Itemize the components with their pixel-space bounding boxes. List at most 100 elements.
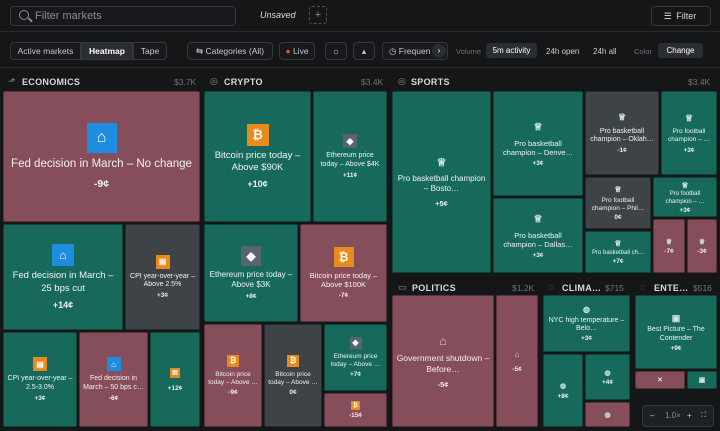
section-sports[interactable]: SPORTS [411, 77, 450, 87]
market-title: Pro football champion – … [665, 191, 705, 205]
trophy-icon: ♕ [684, 112, 694, 123]
market-tile[interactable]: ♕ Pro football champion – Phil… 0¢ [585, 177, 651, 229]
market-tile[interactable]: ▣ [687, 371, 717, 389]
market-tile[interactable]: ◆ Ethereum price today – Above $4K +11¢ [313, 91, 387, 222]
market-title: Pro basketball champion – Dallas… [503, 230, 573, 249]
market-change: +3¢ [532, 159, 544, 167]
market-change: -7¢ [338, 292, 349, 299]
market-tile[interactable]: ▤ CPI year-over-year – Above 2.5% +3¢ [125, 224, 200, 330]
section-crypto[interactable]: CRYPTO [224, 77, 263, 87]
filter-button[interactable]: ☰ Filter [651, 6, 711, 26]
chart-icon[interactable]: ▴ [353, 42, 375, 60]
market-tile[interactable]: ▣ Best Picture – The Contender +9¢ [635, 295, 717, 369]
market-tile[interactable]: ₿ -15¢ [324, 393, 387, 427]
market-tile[interactable]: ⌂ Fed decision in March – 50 bps c… -6¢ [79, 332, 148, 427]
market-tile[interactable]: ▤ +12¢ [150, 332, 200, 427]
volume-label: Volume [456, 47, 482, 56]
market-change: +9¢ [670, 344, 682, 352]
market-change: +3¢ [34, 394, 46, 402]
unsaved-tab[interactable]: Unsaved [260, 10, 296, 20]
market-title: Government shutdown – Before… [396, 352, 490, 374]
market-tile[interactable]: ♕ -7¢ [653, 219, 685, 273]
toolbar [0, 34, 720, 68]
market-tile[interactable]: ⌂ Fed decision in March – 25 bps cut +14… [3, 224, 123, 330]
coin-icon: ◎ [210, 76, 218, 86]
market-change: +4¢ [601, 379, 614, 386]
search-input[interactable] [35, 9, 230, 23]
live-toggle[interactable]: ● Live [279, 42, 315, 60]
market-change: -7¢ [664, 248, 674, 255]
market-tile[interactable]: ✕ [635, 371, 685, 389]
film-icon: ▣ [698, 377, 706, 384]
market-tile[interactable]: ♕ Pro football champion – … +3¢ [661, 91, 717, 175]
market-change: -5¢ [512, 366, 522, 373]
bitcoin-icon: ₿ [246, 123, 269, 146]
add-tab-button[interactable]: + [309, 6, 327, 24]
zoom-out-button[interactable]: – [650, 411, 655, 420]
tab-tape[interactable]: Tape [133, 42, 167, 60]
color-change-button[interactable]: Change [658, 43, 703, 58]
market-tile[interactable]: ⌂ Fed decision in March – No change -9¢ [3, 91, 200, 222]
market-change: -9¢ [93, 178, 110, 191]
market-tile[interactable]: ₿ Bitcoin price today – Above $100K -7¢ [300, 224, 387, 322]
volume-tab-5m[interactable]: 5m activity [486, 43, 537, 58]
market-title: Pro football champion – Phil… [591, 196, 645, 212]
volume-tab-24h-open[interactable]: 24h open [546, 47, 580, 56]
market-tile[interactable]: ♕ Pro basketball ch… +7¢ [585, 231, 651, 273]
market-change: +8¢ [557, 392, 569, 400]
market-tile[interactable]: ◍ [585, 402, 630, 427]
cpi-icon: ▤ [33, 357, 47, 372]
market-tile[interactable]: ◆ Ethereum price today – Above … +7¢ [324, 324, 387, 391]
ethereum-icon: ◆ [349, 336, 362, 349]
market-tile[interactable]: ⌂ -5¢ [496, 295, 538, 427]
section-economics[interactable]: ECONOMICS [22, 77, 81, 87]
market-title: Fed decision in March – No change [11, 157, 192, 170]
bitcoin-icon: ₿ [287, 354, 299, 367]
market-tile[interactable]: ♕ Pro basketball champion – Dallas… +3¢ [493, 198, 583, 273]
search-icon [19, 10, 29, 20]
categories-dropdown[interactable]: ⇆ Categories (All) [187, 42, 273, 60]
market-tile[interactable]: ⌂ Government shutdown – Before… -5¢ [392, 295, 494, 427]
thermometer-icon: ◍ [604, 411, 611, 419]
tab-heatmap[interactable]: Heatmap [81, 42, 133, 60]
search-box[interactable] [10, 6, 236, 26]
volume-tab-24h-all[interactable]: 24h all [593, 47, 617, 56]
market-tile[interactable]: ◍ +4¢ [585, 354, 630, 400]
zoom-in-button[interactable]: + [687, 411, 692, 420]
bitcoin-icon: ₿ [333, 247, 354, 267]
market-tile[interactable]: ₿ Bitcoin price today – Above $90K +10¢ [204, 91, 311, 222]
market-tile[interactable]: ₿ Bitcoin price today – Above … -9¢ [204, 324, 262, 427]
light-icon[interactable]: ☼ [325, 42, 347, 60]
market-change: +7¢ [612, 258, 624, 266]
market-tile[interactable]: ◍ +8¢ [543, 354, 583, 427]
filter-icon: ☰ [663, 11, 672, 21]
market-title: Bitcoin price today – Above … [268, 370, 318, 386]
section-politics[interactable]: POLITICS [412, 283, 456, 293]
thermometer-icon: ◍ [583, 305, 590, 315]
market-tile[interactable]: ♕ Pro football champion – … +3¢ [653, 177, 717, 217]
market-tile[interactable]: ♕ Pro basketball champion – Denve… +3¢ [493, 91, 583, 196]
market-tile[interactable]: ♕ -3¢ [687, 219, 717, 273]
tab-active-markets[interactable]: Active markets [10, 42, 81, 60]
market-title: CPI year-over-year – Above 2.5% [130, 272, 195, 288]
section-entertainment[interactable]: ENTE… [654, 283, 689, 293]
section-climate[interactable]: CLIMA… [562, 283, 602, 293]
market-change: -9¢ [228, 389, 238, 397]
cpi-icon: ▤ [170, 367, 180, 378]
fullscreen-icon[interactable]: ⛶ [701, 412, 706, 419]
chevron-right-icon[interactable]: › [432, 44, 446, 58]
market-change: +11¢ [342, 171, 358, 179]
market-tile[interactable]: ◆ Ethereum price today – Above $3K +8¢ [204, 224, 298, 322]
market-tile[interactable]: ▤ CPI year-over-year – 2.5-3.0% +3¢ [3, 332, 77, 427]
sports-icon: ◎ [398, 76, 406, 86]
market-tile[interactable]: ♕ Pro basketball champion – Oklah… -1¢ [585, 91, 659, 175]
market-tile[interactable]: ♕ Pro basketball champion – Bosto… +5¢ [392, 91, 491, 273]
frequency-dropdown[interactable]: ◷ Frequen [382, 42, 448, 60]
categories-label: Categories (All) [205, 46, 265, 56]
section-economics-volume: $3.7K [174, 77, 197, 87]
thermometer-icon: ◍ [559, 383, 567, 390]
market-tile[interactable]: ◍ NYC high temperature – Belo… +3¢ [543, 295, 630, 352]
market-tile[interactable]: ₿ Bitcoin price today – Above … 0¢ [264, 324, 322, 427]
section-politics-volume: $1.2K [512, 283, 535, 293]
